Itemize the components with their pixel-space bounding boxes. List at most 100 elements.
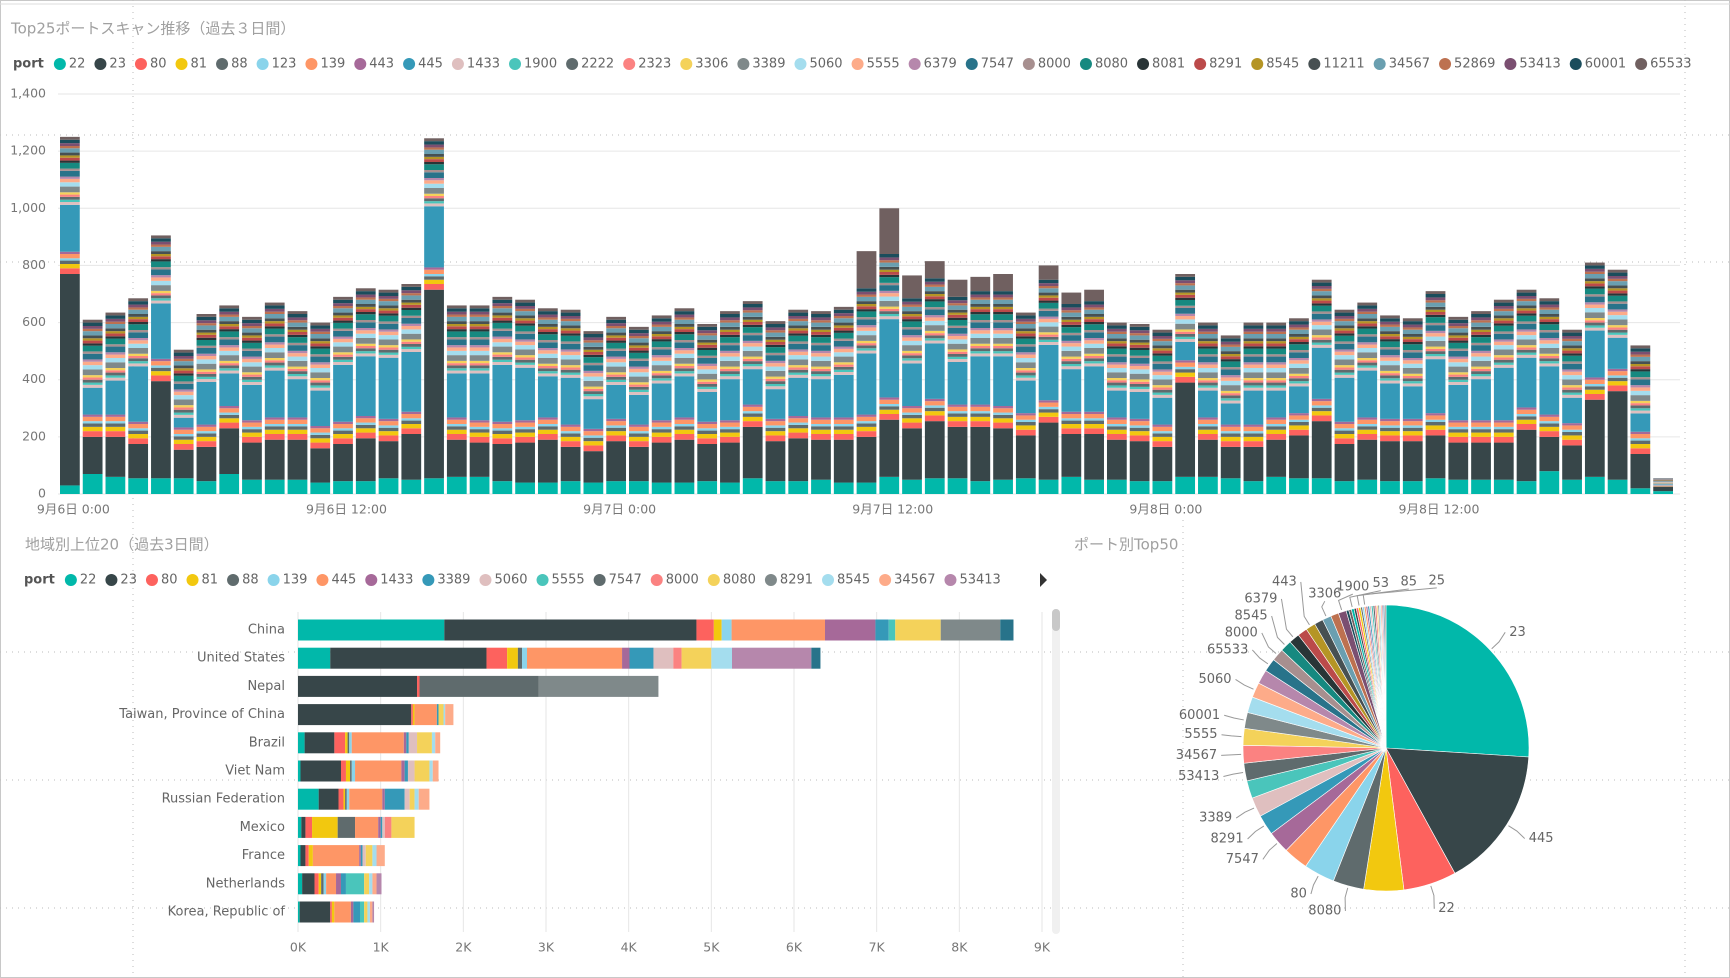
bar-segment [401, 329, 422, 334]
bar-segment [424, 274, 444, 277]
bar-segment [364, 901, 368, 923]
bar-segment [1106, 322, 1127, 326]
bar-segment [947, 406, 968, 412]
bar-segment [378, 357, 399, 419]
bar-segment [720, 371, 740, 374]
bar-segment [902, 408, 922, 413]
bar-segment [401, 315, 422, 318]
bar-segment [310, 341, 331, 344]
bar-segment [1471, 366, 1491, 369]
bar-segment [811, 337, 831, 343]
bar-segment [1471, 479, 1491, 494]
bar-segment [1357, 308, 1378, 312]
bar-segment [173, 356, 194, 359]
bar-segment [902, 340, 922, 346]
scrollbar-thumb[interactable] [1052, 609, 1060, 631]
legend-more-arrow[interactable] [1040, 573, 1047, 587]
bar-segment [1493, 367, 1514, 421]
bar-segment [333, 434, 353, 439]
bar-segment [424, 289, 444, 479]
bar-segment [993, 343, 1013, 346]
bar-segment [970, 351, 991, 354]
bar-segment [879, 419, 900, 477]
bar-segment [105, 370, 126, 373]
bar-segment [469, 422, 490, 427]
bar-segment [378, 331, 399, 336]
bar-segment [1129, 324, 1150, 327]
bar-segment [1607, 368, 1628, 372]
bar-segment [833, 346, 854, 349]
bar-segment [105, 416, 126, 422]
bar-segment [1015, 318, 1036, 322]
legend-label: 34567 [1389, 57, 1430, 72]
bar-segment [811, 326, 831, 330]
legend-swatch [944, 574, 957, 586]
bar-segment [651, 375, 672, 379]
bar-segment [1334, 369, 1355, 373]
bar-segment [1084, 314, 1104, 317]
bar-segment [1175, 362, 1196, 367]
bar-segment [1357, 318, 1378, 322]
bar-segment [401, 339, 422, 342]
bar-segment [310, 390, 331, 426]
bar-segment [219, 365, 240, 369]
bar-segment [1357, 323, 1378, 327]
bar-segment [1357, 352, 1378, 358]
bar-segment [1448, 376, 1469, 380]
bar-segment [515, 345, 535, 350]
bar-segment [1539, 356, 1560, 359]
pie-label: 8545 [1235, 608, 1268, 623]
bar-segment [833, 374, 854, 418]
bar-segment [1198, 348, 1218, 355]
bar-segment [606, 421, 627, 426]
bar-segment [308, 845, 313, 867]
bar-segment [1084, 356, 1104, 359]
bar-segment [242, 374, 262, 377]
bar-segment [1334, 321, 1355, 326]
bar-segment [1129, 435, 1150, 442]
bar-segment [355, 291, 376, 295]
bar-segment [82, 416, 103, 422]
pie-label: 445 [1529, 831, 1554, 846]
bar-segment [1015, 362, 1036, 368]
bar-segment [1448, 316, 1469, 320]
bar-segment [1516, 414, 1537, 417]
bar-segment [1152, 433, 1173, 437]
leader-line [1262, 843, 1278, 860]
bar-segment [560, 343, 581, 350]
bar-segment [1493, 308, 1514, 312]
bar-segment [1243, 322, 1264, 326]
bar-segment [674, 419, 695, 424]
bar-segment [219, 314, 240, 317]
bar-segment [1516, 409, 1537, 414]
bar-segment [1084, 418, 1104, 421]
bar-segment [856, 350, 877, 354]
bar-segment [765, 330, 786, 333]
bar-segment [242, 335, 262, 338]
bar-segment [1493, 311, 1514, 316]
bar-segment [1402, 378, 1423, 382]
bar-segment [1607, 371, 1628, 376]
bar-segment [1243, 334, 1264, 339]
bar-segment [151, 246, 171, 252]
bar-segment [924, 405, 945, 408]
bar-segment [1015, 328, 1036, 332]
bar-segment [856, 301, 877, 304]
bar-segment [287, 311, 308, 314]
bar-segment [879, 262, 900, 267]
scrollbar-track[interactable] [1052, 609, 1060, 934]
bar-segment [856, 291, 877, 295]
bar-segment [287, 376, 308, 380]
bar-segment [310, 331, 331, 334]
bar-segment [970, 413, 991, 417]
bar-segment [1402, 327, 1423, 330]
bar-segment [811, 426, 831, 430]
bar-segment [811, 371, 831, 374]
bar-segment [287, 329, 308, 332]
bar-segment [720, 337, 740, 343]
bar-segment [1061, 307, 1082, 311]
bar-segment [1493, 323, 1514, 326]
bar-segment [446, 329, 467, 332]
bar-segment [372, 901, 375, 923]
bar-segment [1562, 348, 1582, 351]
